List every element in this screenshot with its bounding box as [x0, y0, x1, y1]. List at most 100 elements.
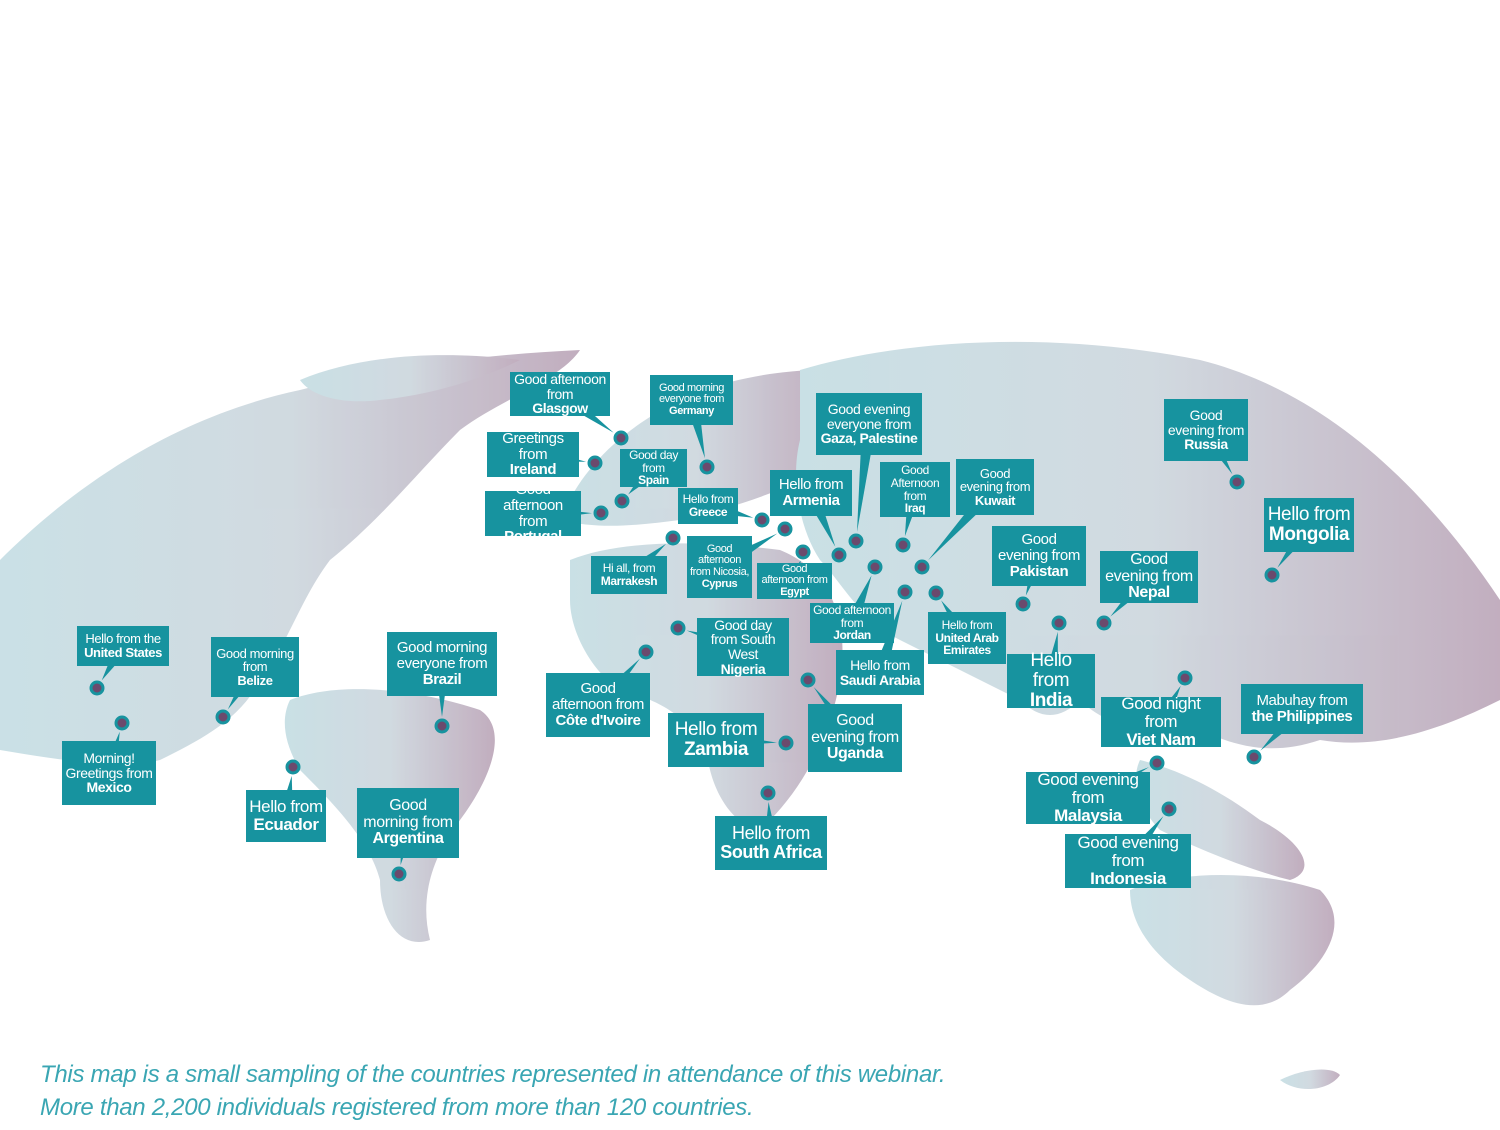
greeting-callout: Hello from the United States — [77, 626, 169, 666]
greeting-text: Hello from — [1267, 504, 1351, 526]
location-dot — [1149, 755, 1165, 771]
greeting-callout: Hi all, from Marrakesh — [591, 556, 667, 594]
location-dot — [928, 585, 944, 601]
location-dot — [848, 533, 864, 549]
location-name: Côte d'Ivoire — [555, 711, 641, 729]
location-name: Cyprus — [701, 577, 738, 590]
greeting-text: Good night from — [1121, 694, 1201, 732]
location-dot — [587, 455, 603, 471]
greeting-callout: Hello from United Arab Emirates — [928, 612, 1006, 664]
greeting-callout: Good afternoon from Portugal — [485, 482, 581, 545]
greeting-callout: Hello from Ecuador — [246, 790, 326, 842]
greeting-text: Mabuhay from — [1256, 692, 1348, 710]
location-name: Ireland — [509, 461, 557, 479]
location-name: Viet Nam — [1126, 729, 1196, 749]
greeting-callout: Good evening from Uganda — [808, 704, 902, 772]
greeting-callout: Good evening from Pakistan — [992, 526, 1086, 586]
caption-line-1: This map is a small sampling of the coun… — [40, 1061, 946, 1088]
greeting-text: Good evening from — [811, 711, 899, 746]
greeting-callout: Good evening from Indonesia — [1065, 834, 1191, 888]
location-dot — [613, 430, 629, 446]
location-name: Gaza, Palestine — [820, 430, 918, 447]
location-name: Portugal — [504, 528, 562, 546]
southeast-asia — [1136, 760, 1305, 880]
greeting-callout: Good evening from Malaysia — [1026, 771, 1150, 824]
location-dot — [1229, 474, 1245, 490]
location-dot — [614, 493, 630, 509]
location-dot — [914, 559, 930, 575]
location-name: Greece — [688, 505, 728, 519]
greeting-text: Hello from — [778, 476, 844, 494]
location-dot — [1264, 567, 1280, 583]
greeting-callout: Good evening from Nepal — [1100, 551, 1198, 603]
greeting-text: Morning! Greetings from — [65, 749, 153, 781]
location-dot — [699, 459, 715, 475]
greeting-text: Good morning from — [363, 796, 453, 831]
greeting-callout: Morning! Greetings from Mexico — [62, 741, 156, 805]
location-dot — [665, 530, 681, 546]
greeting-callout: Good morning from Argentina — [357, 788, 459, 858]
location-name: Germany — [669, 404, 714, 417]
greeting-text: Good evening from — [1077, 833, 1179, 871]
location-name: Armenia — [782, 492, 840, 509]
greeting-callout: Hello from Armenia — [770, 470, 852, 516]
greeting-callout: Good afternoon from Jordan — [810, 603, 894, 643]
greeting-text: Good morning everyone from — [658, 381, 725, 406]
caption: This map is a small sampling of the coun… — [40, 1058, 946, 1124]
location-dot — [215, 709, 231, 725]
location-name: Jordan — [833, 628, 871, 643]
location-dot — [1015, 596, 1031, 612]
greeting-callout: Hello from South Africa — [715, 816, 827, 870]
greeting-callout: Good afternoon from Glasgow — [510, 372, 610, 416]
greeting-text: Good morning from — [216, 645, 294, 675]
greeting-text: Hello from — [850, 656, 910, 673]
greeting-text: Hello from — [249, 797, 323, 817]
greeting-text: Hello from — [1030, 650, 1072, 692]
greeting-text: Good day from — [629, 448, 678, 475]
greeting-text: Hello from — [731, 823, 811, 844]
greeting-text: Hello from the — [85, 631, 161, 647]
location-name: Russia — [1184, 436, 1228, 453]
greeting-text: Hello from — [682, 492, 734, 507]
location-name: Saudi Arabia — [839, 671, 921, 688]
location-name: Kuwait — [974, 492, 1016, 508]
greeting-text: Good afternoon from Nicosia, — [690, 542, 749, 578]
location-dot — [434, 718, 450, 734]
location-name: Belize — [237, 672, 273, 688]
greeting-callout: Good evening from Kuwait — [956, 459, 1034, 515]
location-name: South Africa — [720, 842, 822, 862]
greeting-callout: Good afternoon from Côte d'Ivoire — [546, 673, 650, 737]
location-name: Mongolia — [1268, 524, 1350, 545]
location-dot — [778, 735, 794, 751]
location-name: Glasgow — [532, 400, 588, 417]
greeting-callout: Good night from Viet Nam — [1101, 694, 1221, 749]
greeting-text: Good afternoon from — [813, 603, 891, 630]
location-dot — [638, 644, 654, 660]
location-dot — [1246, 749, 1262, 765]
greeting-callout: Good Afternoon from Iraq — [880, 462, 950, 517]
greeting-text: Good evening from — [998, 531, 1080, 565]
location-name: Brazil — [422, 670, 462, 688]
location-dot — [391, 866, 407, 882]
greeting-callout: Good evening everyone from Gaza, Palestin… — [816, 393, 922, 455]
greenland — [300, 355, 520, 402]
greeting-callout: Good afternoon from Egypt — [757, 563, 832, 599]
greeting-callout: Greetings from Ireland — [487, 431, 579, 479]
greeting-callout: Good evening from Russia — [1164, 399, 1248, 461]
location-name: Ecuador — [253, 815, 319, 834]
location-dot — [285, 759, 301, 775]
location-dot — [593, 505, 609, 521]
location-dot — [895, 537, 911, 553]
greeting-text: Good afternoon from — [503, 481, 563, 530]
greeting-callout: Good morning from Belize — [211, 637, 299, 697]
greeting-text: Good afternoon from — [761, 562, 828, 587]
greeting-callout: Mabuhay from the Philippines — [1241, 684, 1363, 734]
greeting-callout: Good morning everyone from Brazil — [387, 632, 497, 696]
location-name: Iraq — [904, 501, 926, 516]
greeting-text: Good afternoon from — [514, 370, 606, 402]
location-name: Spain — [638, 473, 669, 488]
location-name: Marrakesh — [600, 574, 658, 588]
location-name: United States — [84, 645, 162, 660]
location-dot — [897, 584, 913, 600]
